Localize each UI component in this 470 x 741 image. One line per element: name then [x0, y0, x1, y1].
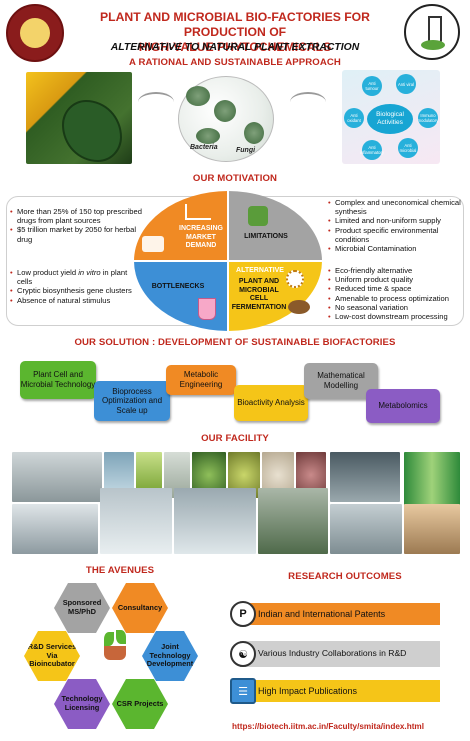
alternative-head: ALTERNATIVE: [236, 267, 284, 274]
limitations-label: LIMITATIONS: [244, 233, 288, 240]
outcome-bar: Indian and International Patents: [240, 603, 440, 625]
institute-logo: [6, 4, 64, 62]
bio-node: Anti tumour: [362, 76, 382, 96]
lab-logo: [404, 4, 460, 60]
solution-step: Bioprocess Optimization and Scale up: [94, 381, 170, 421]
lab-photo: [12, 452, 102, 502]
list-item: Amenable to process optimization: [328, 294, 462, 303]
microbe-blob: [196, 128, 220, 144]
fermenter-icon: [288, 300, 310, 314]
flask-icon: [198, 298, 216, 320]
list-item: Microbial Contamination: [328, 244, 462, 253]
solution-step: Plant Cell and Microbial Technology: [20, 361, 96, 399]
list-item: $5 trillion market by 2050 for herbal dr…: [10, 225, 144, 243]
lab-photo: [12, 504, 98, 554]
poster-title: PLANT AND MICROBIAL BIO-FACTORIES FOR PR…: [72, 10, 398, 55]
bio-node: Anti viral: [396, 74, 416, 94]
patent-icon: P: [230, 601, 256, 627]
microbe-blob: [186, 86, 210, 106]
motivation-heading: OUR MOTIVATION: [192, 173, 278, 184]
list-item: Cryptic biosynthesis gene clusters: [10, 286, 140, 295]
avenue-hex: Technology Licensing: [54, 679, 110, 729]
handshake-icon: ☯: [230, 641, 256, 667]
bottleneck-points: Low product yield in vitro in plant cell…: [10, 268, 140, 305]
lab-photo: [330, 452, 400, 502]
alternative-label: PLANT AND MICROBIAL CELL FERMENTATION: [231, 278, 287, 311]
bacteria-label: Bacteria: [190, 144, 218, 151]
outcome-bar: Various Industry Collaborations in R&D: [240, 641, 440, 667]
title-line-2: HIGH-VALUE PHYTOCHEMICALS: [138, 40, 332, 54]
quadrant-divider: [134, 260, 322, 262]
demand-points: More than 25% of 150 top prescribed drug…: [10, 207, 144, 244]
leaf-icon: [116, 630, 126, 644]
money-icon: [142, 236, 164, 252]
motivation-ellipse: [134, 191, 322, 331]
outcomes-heading: RESEARCH OUTCOMES: [288, 571, 402, 582]
lab-photo: [258, 488, 328, 554]
cell-icon: [286, 270, 304, 288]
solution-step: Metabolomics: [366, 389, 440, 423]
avenue-hex: CSR Projects: [112, 679, 168, 729]
quadrant-limitations: [228, 191, 322, 261]
list-item: Low-cost downstream processing: [328, 312, 462, 321]
microbe-blob: [214, 100, 236, 122]
solution-step: Mathematical Modelling: [304, 363, 378, 399]
outcome-bar: High Impact Publications: [240, 680, 440, 702]
bottlenecks-label: BOTTLENECKS: [151, 283, 205, 290]
lab-photo: [404, 504, 460, 554]
quadrant-alternative: [228, 261, 322, 331]
avenue-hex: R&D Services Via Bioincubator: [24, 631, 80, 681]
quadrant-bottlenecks: [134, 261, 228, 331]
list-item: Reduced time & space: [328, 284, 462, 293]
bio-node: Anti microbial: [398, 138, 418, 158]
lab-photo: [100, 488, 172, 554]
leaf-icon: [104, 632, 114, 646]
avenue-hex: Joint Technology Development: [142, 631, 198, 681]
fungi-label: Fungi: [236, 147, 256, 154]
bio-node: Anti inflammatory: [360, 140, 384, 160]
list-item: More than 25% of 150 top prescribed drug…: [10, 207, 144, 225]
publications-icon: ☰: [230, 678, 256, 704]
solution-heading: OUR SOLUTION : DEVELOPMENT OF SUSTAINABL…: [74, 337, 396, 348]
bio-node: Immuno modulatory: [418, 108, 438, 128]
alternative-points: Eco-friendly alternative Uniform product…: [328, 266, 462, 321]
list-item: No seasonal variation: [328, 303, 462, 312]
bio-center: Biological Activities: [367, 104, 413, 134]
plant-pot-icon: [104, 646, 126, 660]
lab-url[interactable]: https://biotech.iitm.ac.in/Faculty/smita…: [232, 722, 424, 731]
list-item: Uniform product quality: [328, 275, 462, 284]
bar-chart-icon: [185, 204, 211, 220]
list-item: Absence of natural stimulus: [10, 296, 140, 305]
list-item: Limited and non-uniform supply: [328, 216, 462, 225]
microbe-blob: [244, 122, 264, 144]
lab-photo: [174, 488, 256, 554]
list-item: Low product yield in vitro in plant cell…: [10, 268, 140, 286]
limitation-points: Complex and uneconomical chemical synthe…: [328, 198, 462, 253]
avenue-hex: Consultancy: [112, 583, 168, 633]
demand-label: INCREASING MARKET DEMAND: [179, 225, 223, 249]
facility-heading: OUR FACILITY: [201, 433, 269, 444]
poster-subtitle: ALTERNATIVE TO NATURAL PLANT EXTRACTION: [110, 42, 360, 53]
lab-photo: [330, 504, 402, 554]
arrow-right: [290, 92, 326, 112]
approach-heading: A RATIONAL AND SUSTAINABLE APPROACH: [129, 57, 341, 68]
avenue-hex: Sponsored MS/PhD: [54, 583, 110, 633]
list-item: Complex and uneconomical chemical synthe…: [328, 198, 462, 216]
solution-step: Bioactivity Analysis: [234, 385, 308, 421]
arrow-left: [138, 92, 174, 112]
pills-icon: [248, 206, 268, 226]
list-item: Eco-friendly alternative: [328, 266, 462, 275]
bio-node: Anti oxidant: [344, 108, 364, 128]
title-line-1: PLANT AND MICROBIAL BIO-FACTORIES FOR PR…: [100, 10, 370, 39]
list-item: Product specific environmental condition…: [328, 226, 462, 244]
solution-step: Metabolic Engineering: [166, 365, 236, 395]
avenues-heading: THE AVENUES: [85, 565, 155, 576]
